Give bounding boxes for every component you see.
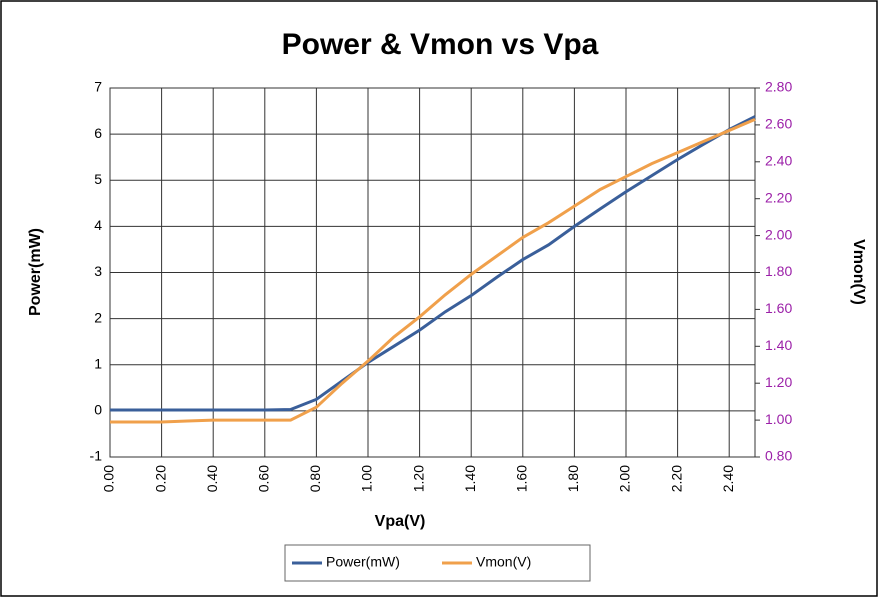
y-tick-label: -1 — [90, 448, 103, 464]
x-tick-label: 0.80 — [307, 465, 323, 492]
x-tick-label: 0.60 — [256, 465, 272, 492]
x-tick-label: 0.20 — [152, 465, 168, 492]
y-tick-label: 6 — [94, 125, 102, 141]
legend-box — [284, 544, 591, 582]
x-tick-label: 1.00 — [359, 465, 375, 492]
y2-tick-label: 2.80 — [765, 79, 792, 95]
y2-tick-label: 1.80 — [765, 263, 792, 279]
y2-axis-label: Vmon(V) — [850, 239, 867, 305]
legend-label: Power(mW) — [326, 554, 400, 570]
x-tick-label: 1.40 — [462, 465, 478, 492]
x-tick-label: 2.20 — [668, 465, 684, 492]
y-tick-label: 5 — [94, 171, 102, 187]
x-tick-label: 1.20 — [410, 465, 426, 492]
y-tick-label: 3 — [94, 263, 102, 279]
chart-title: Power & Vmon vs Vpa — [282, 28, 599, 61]
y2-tick-label: 2.20 — [765, 189, 792, 205]
y2-tick-label: 2.40 — [765, 153, 792, 169]
x-axis-label: Vpa(V) — [375, 513, 426, 530]
x-tick-label: 1.60 — [514, 465, 530, 492]
y2-tick-label: 1.60 — [765, 300, 792, 316]
x-tick-label: 0.40 — [204, 465, 220, 492]
y-tick-label: 1 — [94, 355, 102, 371]
y2-tick-label: 1.20 — [765, 374, 792, 390]
y-tick-label: 2 — [94, 309, 102, 325]
y2-tick-label: 1.00 — [765, 411, 792, 427]
y-tick-label: 7 — [94, 79, 102, 95]
y2-tick-label: 1.40 — [765, 337, 792, 353]
y-axis-label: Power(mW) — [27, 228, 44, 316]
y-tick-label: 0 — [94, 402, 102, 418]
legend-label: Vmon(V) — [476, 554, 531, 570]
series-line — [110, 117, 756, 424]
series-line — [110, 115, 756, 412]
x-tick-label: 2.40 — [720, 465, 736, 492]
x-tick-label: 2.00 — [617, 465, 633, 492]
x-tick-label: 0.00 — [101, 465, 117, 492]
y2-tick-label: 2.00 — [765, 226, 792, 242]
y2-tick-label: 2.60 — [765, 116, 792, 132]
y-tick-label: 4 — [94, 217, 102, 233]
y2-tick-label: 0.80 — [765, 448, 792, 464]
x-tick-label: 1.80 — [565, 465, 581, 492]
